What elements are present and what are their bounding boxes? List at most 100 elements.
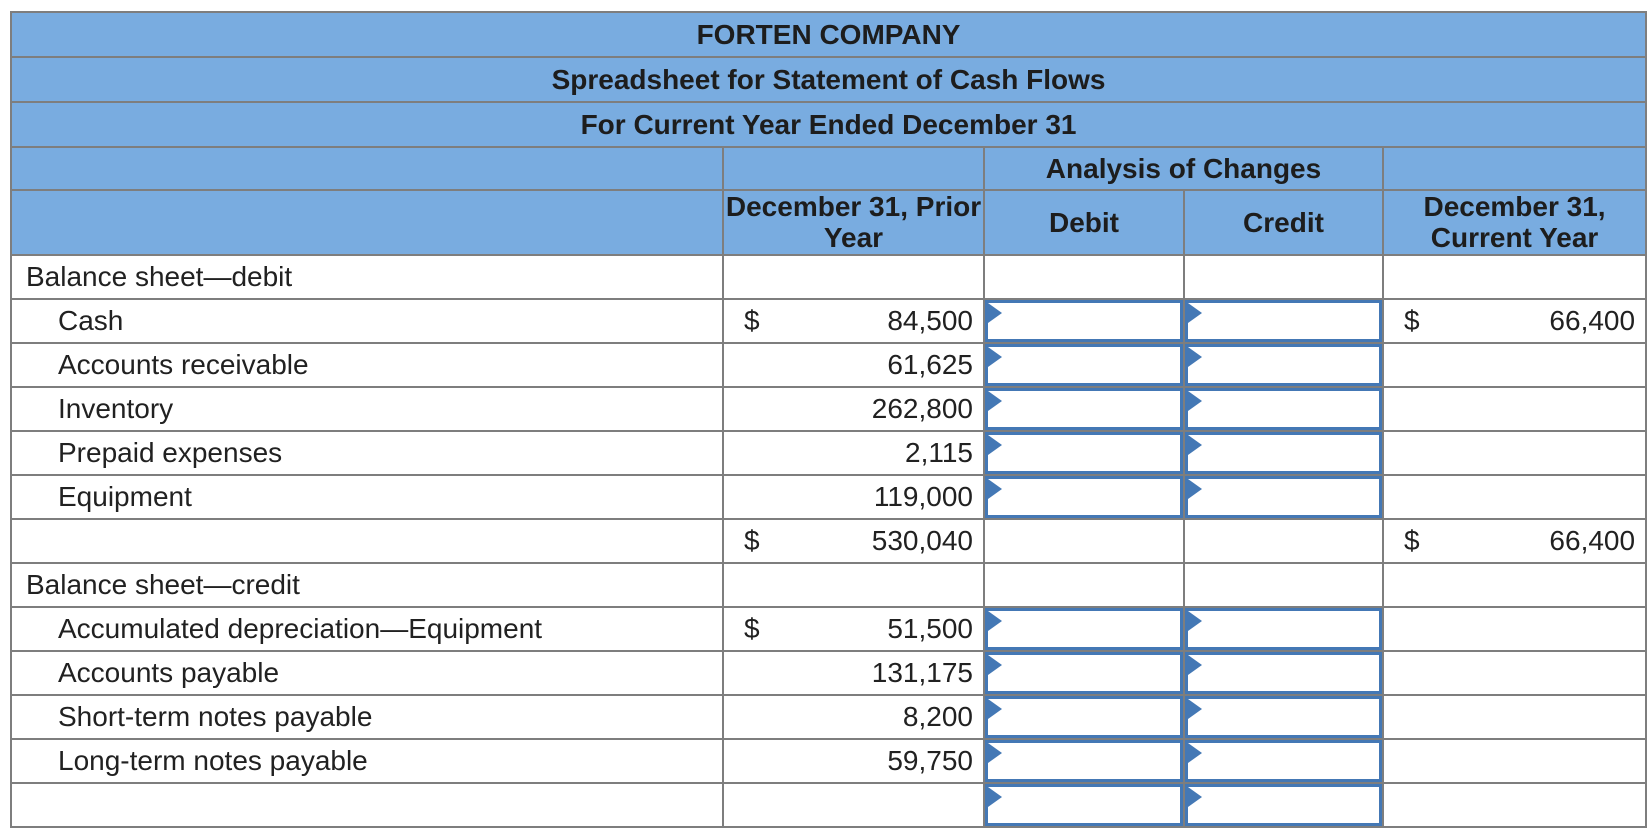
debit-input-cell[interactable]	[985, 343, 1183, 386]
col-header-credit: Credit	[1183, 189, 1384, 256]
credit-input-cell[interactable]	[1185, 387, 1382, 430]
prior-value: 119,000	[873, 480, 973, 512]
prior-amount: 131,175	[724, 657, 983, 689]
cell-flag-icon	[1188, 434, 1202, 455]
blank-header-cell	[1381, 146, 1648, 191]
current-amount-cell	[1381, 737, 1648, 784]
account-label	[10, 781, 724, 828]
current-amount-cell	[1381, 605, 1648, 652]
dollar-sign: $	[744, 524, 760, 556]
current-amount: $66,400	[1384, 305, 1645, 337]
debit-input-cell[interactable]	[985, 299, 1183, 342]
credit-input-cell[interactable]	[1185, 651, 1382, 694]
debit-input-cell[interactable]	[985, 695, 1183, 738]
prior-amount: 119,000	[724, 481, 983, 513]
dollar-sign: $	[1404, 304, 1420, 336]
table-row: Inventory 262,800	[10, 385, 1648, 432]
debit-input-cell[interactable]	[985, 739, 1183, 782]
current-amount-cell	[1381, 693, 1648, 740]
blank-header-cell	[10, 189, 724, 256]
prior-amount-cell: $84,500	[722, 297, 985, 344]
col-header-current-year: December 31, Current Year	[1381, 189, 1648, 256]
cell-flag-icon	[988, 654, 1002, 675]
prior-value: 2,115	[905, 436, 973, 468]
prior-amount-cell	[722, 561, 985, 608]
current-amount-cell	[1381, 781, 1648, 828]
table-row: Accumulated depreciation—Equipment $51,50…	[10, 605, 1648, 652]
prior-amount: 262,800	[724, 393, 983, 425]
credit-column-cell	[1183, 737, 1384, 784]
debit-column-cell	[983, 605, 1185, 652]
prior-value: 530,040	[871, 524, 973, 556]
cell-flag-icon	[988, 698, 1002, 719]
section-label: Balance sheet—debit	[10, 253, 724, 300]
company-title-row: FORTEN COMPANY	[9, 11, 1648, 58]
dollar-sign: $	[744, 304, 760, 336]
credit-input-cell[interactable]	[1185, 343, 1382, 386]
debit-input-cell[interactable]	[985, 607, 1183, 650]
prior-amount-cell: $51,500	[722, 605, 985, 652]
cell-flag-icon	[1188, 302, 1202, 323]
debit-column-cell	[983, 341, 1185, 388]
table-row: Prepaid expenses 2,115	[10, 429, 1648, 476]
cell-flag-icon	[988, 786, 1002, 807]
debit-input-cell[interactable]	[985, 431, 1183, 474]
account-label: Inventory	[10, 385, 724, 432]
table-row: Accounts receivable 61,625	[10, 341, 1648, 388]
dollar-sign: $	[744, 612, 760, 644]
col-header-prior-year: December 31, Prior Year	[722, 189, 985, 256]
analysis-of-changes-header: Analysis of Changes	[983, 146, 1384, 191]
debit-column-cell	[983, 253, 1185, 300]
debit-column-cell	[983, 649, 1185, 696]
prior-amount-cell: 262,800	[722, 385, 985, 432]
cell-flag-icon	[988, 478, 1002, 499]
current-amount-cell	[1381, 341, 1648, 388]
credit-input-cell[interactable]	[1185, 299, 1382, 342]
table-row	[10, 781, 1648, 828]
account-label: Short-term notes payable	[10, 693, 724, 740]
credit-input-cell[interactable]	[1185, 695, 1382, 738]
cell-flag-icon	[1188, 742, 1202, 763]
spreadsheet-table: FORTEN COMPANY Spreadsheet for Statement…	[9, 11, 1648, 828]
debit-input-cell[interactable]	[985, 387, 1183, 430]
sheet-subtitle: Spreadsheet for Statement of Cash Flows	[9, 56, 1648, 103]
current-amount-cell	[1381, 649, 1648, 696]
prior-value: 51,500	[887, 612, 973, 644]
company-title: FORTEN COMPANY	[9, 11, 1648, 58]
current-amount-cell	[1381, 385, 1648, 432]
cell-flag-icon	[1188, 478, 1202, 499]
prior-amount: $530,040	[724, 525, 983, 557]
debit-column-cell	[983, 385, 1185, 432]
credit-input-cell[interactable]	[1185, 607, 1382, 650]
cell-flag-icon	[988, 346, 1002, 367]
current-value: 66,400	[1549, 304, 1636, 336]
credit-input-cell[interactable]	[1185, 783, 1382, 826]
account-label: Accounts receivable	[10, 341, 724, 388]
col-header-debit: Debit	[983, 189, 1185, 256]
cell-flag-icon	[1188, 698, 1202, 719]
debit-input-cell[interactable]	[985, 783, 1183, 826]
prior-amount: 8,200	[724, 701, 983, 733]
column-header-row: December 31, Prior Year Debit Credit Dec…	[10, 189, 1648, 256]
debit-column-cell	[983, 693, 1185, 740]
table-row: Long-term notes payable 59,750	[10, 737, 1648, 784]
credit-column-cell	[1183, 429, 1384, 476]
debit-input-cell[interactable]	[985, 651, 1183, 694]
prior-amount-cell: 131,175	[722, 649, 985, 696]
account-label	[10, 517, 724, 564]
credit-input-cell[interactable]	[1185, 431, 1382, 474]
credit-column-cell	[1183, 341, 1384, 388]
credit-input-cell[interactable]	[1185, 739, 1382, 782]
credit-input-cell[interactable]	[1185, 475, 1382, 518]
current-amount-cell: $66,400	[1381, 297, 1648, 344]
cell-flag-icon	[988, 742, 1002, 763]
prior-amount-cell	[722, 781, 985, 828]
debit-column-cell	[983, 473, 1185, 520]
cell-flag-icon	[988, 610, 1002, 631]
prior-value: 61,625	[887, 348, 973, 380]
credit-column-cell	[1183, 693, 1384, 740]
debit-input-cell[interactable]	[985, 475, 1183, 518]
table-row: Cash $84,500 $66,400	[10, 297, 1648, 344]
debit-column-cell	[983, 561, 1185, 608]
cell-flag-icon	[988, 390, 1002, 411]
